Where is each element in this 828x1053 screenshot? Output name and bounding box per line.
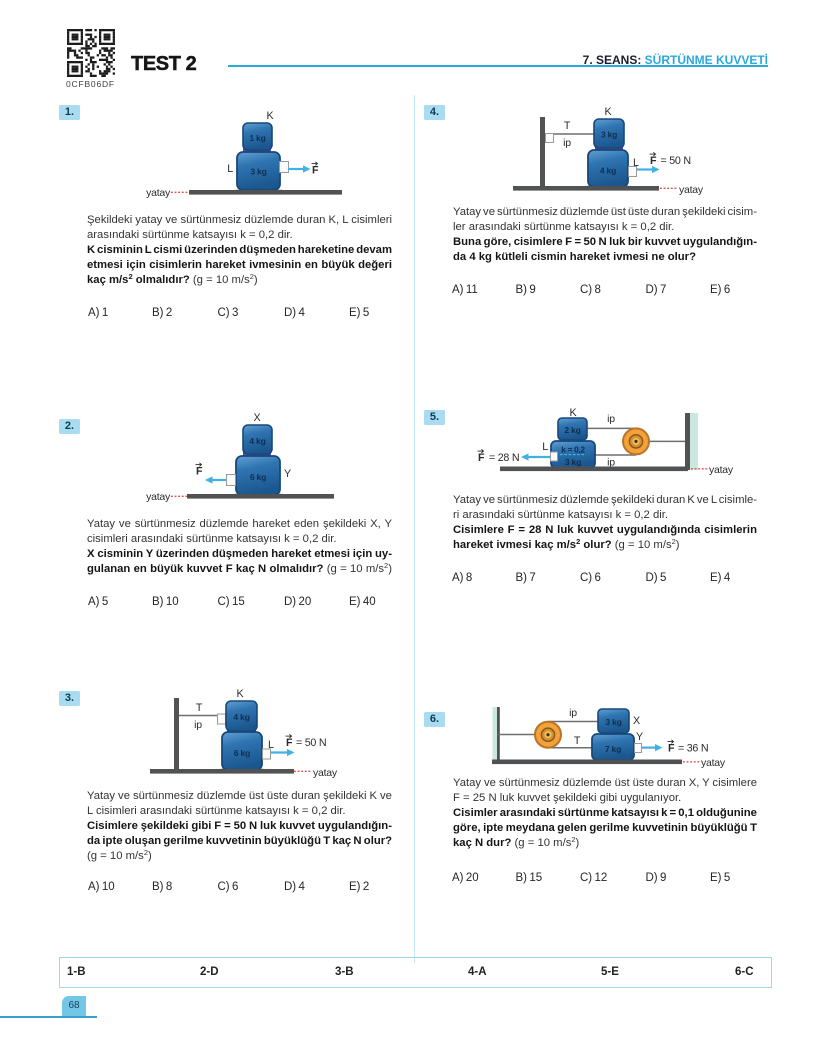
svg-text:3 kg: 3 kg [250,167,266,177]
svg-text:K: K [237,688,245,700]
svg-text:ip: ip [563,137,571,149]
svg-text:yatay: yatay [709,464,734,476]
svg-text:k = 0,2: k = 0,2 [561,446,585,455]
svg-text:Y: Y [636,731,643,743]
svg-text:ip: ip [569,707,577,719]
svg-text:6 kg: 6 kg [234,748,250,758]
svg-text:K: K [605,106,613,118]
svg-text:= 28 N: = 28 N [489,452,519,464]
svg-text:K: K [570,407,578,419]
svg-text:ip: ip [194,719,202,731]
svg-text:4 kg: 4 kg [600,166,616,176]
svg-text:2 kg: 2 kg [564,425,580,435]
svg-text:3 kg: 3 kg [605,717,621,727]
svg-text:L: L [227,163,233,175]
svg-text:7 kg: 7 kg [605,744,621,754]
svg-text:K: K [267,110,275,122]
svg-text:yatay: yatay [679,184,704,196]
svg-text:3 kg: 3 kg [565,457,581,467]
svg-text:L: L [268,739,274,751]
svg-text:X: X [254,412,261,424]
svg-text:T: T [574,735,581,747]
svg-text:ip: ip [607,413,615,425]
svg-text:yatay: yatay [313,767,338,779]
svg-text:Y: Y [284,468,291,480]
svg-text:= 50 N: = 50 N [661,155,691,167]
svg-text:yatay: yatay [146,187,171,199]
svg-text:T: T [564,120,571,132]
svg-text:6 kg: 6 kg [250,472,266,482]
svg-text:4 kg: 4 kg [233,712,249,722]
svg-text:T: T [196,702,203,714]
svg-text:3 kg: 3 kg [601,130,617,140]
svg-text:1 kg: 1 kg [249,133,265,143]
svg-text:yatay: yatay [146,491,171,503]
svg-text:ip: ip [607,457,615,469]
svg-text:F: F [286,737,293,749]
svg-text:F: F [668,743,675,755]
svg-text:X: X [633,715,640,727]
svg-text:4 kg: 4 kg [249,436,265,446]
svg-text:F: F [650,155,657,167]
svg-text:F: F [312,165,319,177]
svg-text:= 36 N: = 36 N [678,743,708,755]
svg-text:L: L [633,157,639,169]
svg-text:= 50 N: = 50 N [296,737,326,749]
svg-text:L: L [542,441,548,453]
svg-text:F: F [478,452,485,464]
svg-text:F: F [196,466,203,478]
svg-text:yatay: yatay [701,757,726,769]
